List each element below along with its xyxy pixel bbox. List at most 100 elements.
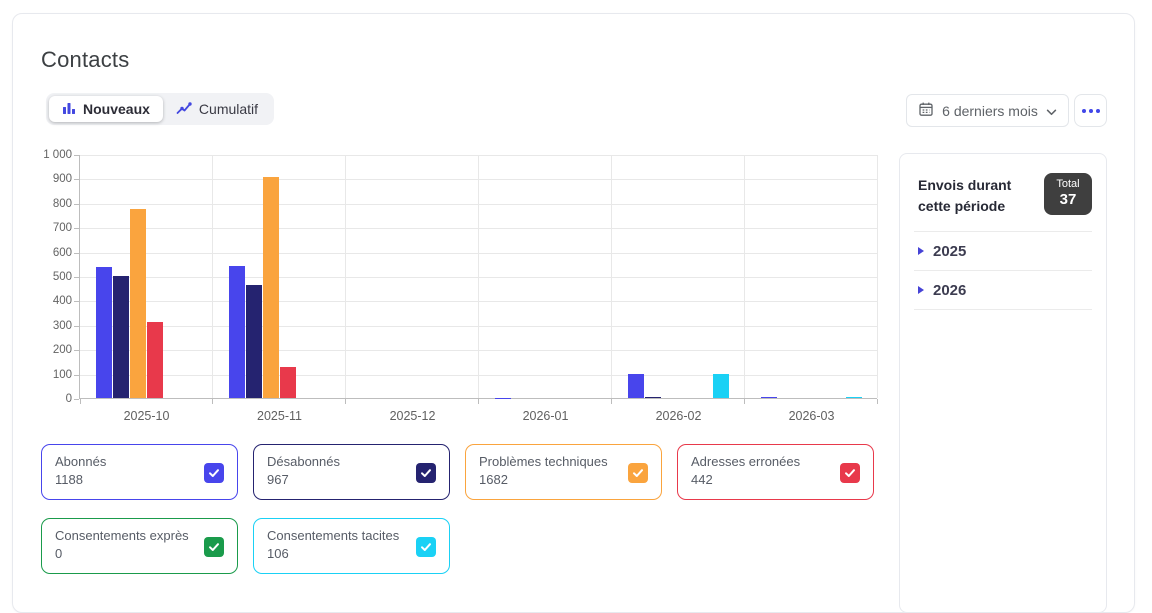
total-badge: Total 37 [1044,173,1092,215]
y-axis-tick [74,228,79,229]
legend-card-value: 1188 [55,472,83,487]
bar-desabonnes-2026-02[interactable] [645,397,661,398]
check-icon [632,467,644,479]
legend-checkbox-desabonnes[interactable] [416,463,436,483]
legend-card-label: Consentements exprès [55,528,189,543]
gridline-v [478,155,479,398]
legend-checkbox-problemes-techniques[interactable] [628,463,648,483]
total-badge-label: Total [1054,178,1082,191]
legend-card-label: Adresses erronées [691,454,800,469]
bar-desabonnes-2025-10[interactable] [113,276,129,398]
y-axis-label: 1 000 [22,149,72,161]
year-list: 2025 2026 [914,231,1092,310]
y-axis-tick [74,155,79,156]
y-axis-tick [74,399,79,400]
bar-abonnes-2025-11[interactable] [229,266,245,398]
legend-card-value: 0 [55,546,62,561]
x-axis-label: 2026-01 [501,409,591,423]
bar-adresses-erronees-2025-11[interactable] [280,367,296,398]
year-label: 2026 [933,282,966,299]
x-axis-tick [877,399,878,404]
y-axis-tick [74,253,79,254]
gridline-v [611,155,612,398]
envois-panel-title: Envois durant cette période [918,175,1034,217]
tab-cumulatif[interactable]: Cumulatif [163,96,271,122]
legend-checkbox-adresses-erronees[interactable] [840,463,860,483]
calendar-icon [918,101,934,120]
gridline-v [877,155,878,398]
x-axis-label: 2025-12 [368,409,458,423]
bar-chart-icon [62,101,76,118]
gridline-v [744,155,745,398]
y-axis-label: 900 [22,173,72,185]
y-axis-tick [74,277,79,278]
legend-card-adresses-erronees[interactable]: Adresses erronées 442 [677,444,874,500]
line-chart-icon [176,101,192,118]
legend-checkbox-abonnes[interactable] [204,463,224,483]
check-icon [420,541,432,553]
y-axis-tick [74,326,79,327]
year-row-2025[interactable]: 2025 [914,232,1092,271]
x-axis-tick [345,399,346,404]
bar-desabonnes-2025-11[interactable] [246,285,262,398]
y-axis-tick [74,350,79,351]
legend-card-label: Abonnés [55,454,106,469]
bar-abonnes-2026-02[interactable] [628,374,644,398]
x-axis-tick [611,399,612,404]
x-axis-tick [478,399,479,404]
legend-card-value: 967 [267,472,289,487]
legend-card-consentements-tacites[interactable]: Consentements tacites 106 [253,518,450,574]
tab-nouveaux[interactable]: Nouveaux [49,96,163,122]
year-label: 2025 [933,243,966,260]
y-axis-label: 100 [22,369,72,381]
legend-card-value: 442 [691,472,713,487]
legend-checkbox-consentements-tacites[interactable] [416,537,436,557]
y-axis-label: 300 [22,320,72,332]
bar-problemes-techniques-2025-10[interactable] [130,209,146,398]
period-selector-label: 6 derniers mois [942,103,1038,119]
x-axis-tick [744,399,745,404]
y-axis-label: 700 [22,222,72,234]
period-selector[interactable]: 6 derniers mois [906,94,1069,127]
y-axis-tick [74,204,79,205]
bar-consentements-tacites-2026-02[interactable] [713,374,729,398]
tab-cumulatif-label: Cumulatif [199,101,258,117]
y-axis-label: 0 [22,393,72,405]
envois-panel: Envois durant cette période Total 37 202… [899,153,1107,613]
y-axis-label: 800 [22,198,72,210]
bar-consentements-tacites-2026-03[interactable] [846,397,862,398]
gridline-v [345,155,346,398]
y-axis-label: 400 [22,295,72,307]
legend-checkbox-consentements-expres[interactable] [204,537,224,557]
legend-card-value: 106 [267,546,289,561]
legend-card-abonnes[interactable]: Abonnés 1188 [41,444,238,500]
check-icon [208,541,220,553]
bar-abonnes-2026-03[interactable] [761,397,777,398]
contacts-panel: Contacts Nouveaux Cumulatif [12,13,1135,613]
chart-view-toggle: Nouveaux Cumulatif [46,93,274,125]
legend-card-desabonnes[interactable]: Désabonnés 967 [253,444,450,500]
legend-row-1: Abonnés 1188 Désabonnés 967 Problèmes techni… [41,444,874,500]
x-axis-label: 2025-11 [235,409,325,423]
bar-problemes-techniques-2025-11[interactable] [263,177,279,398]
bar-adresses-erronees-2025-10[interactable] [147,322,163,398]
legend-card-label: Désabonnés [267,454,340,469]
chevron-right-icon [918,286,924,294]
bar-abonnes-2025-10[interactable] [96,267,112,398]
x-axis-tick [80,399,81,404]
x-axis-label: 2026-03 [767,409,857,423]
y-axis-tick [74,301,79,302]
legend-card-label: Problèmes techniques [479,454,608,469]
legend-card-consentements-expres[interactable]: Consentements exprès 0 [41,518,238,574]
more-options-button[interactable] [1074,94,1107,127]
year-row-2026[interactable]: 2026 [914,271,1092,310]
y-axis-label: 500 [22,271,72,283]
check-icon [844,467,856,479]
y-axis-tick [74,179,79,180]
y-axis-label: 200 [22,344,72,356]
chevron-down-icon [1046,103,1057,119]
legend-card-label: Consentements tacites [267,528,399,543]
check-icon [208,467,220,479]
